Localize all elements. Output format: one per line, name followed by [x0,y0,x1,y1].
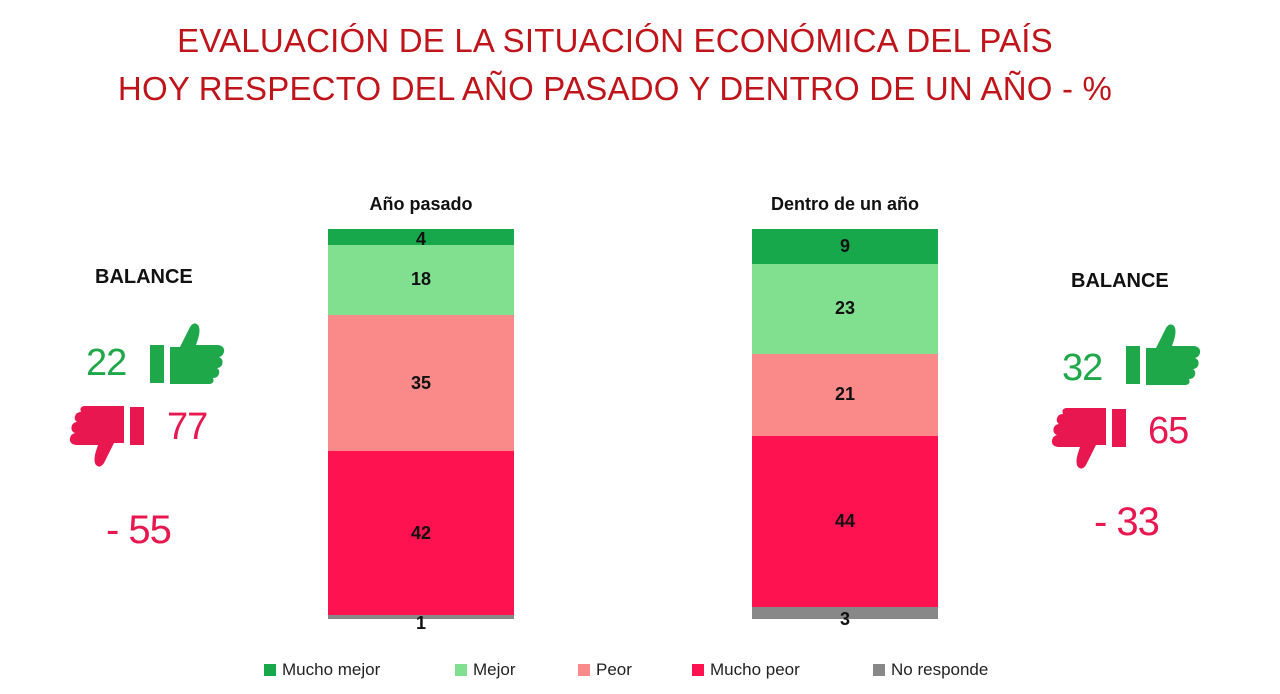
legend-item: Mucho mejor [264,660,380,680]
balance-title-left: BALANCE [95,266,193,288]
balance-positive-right: 32 [1062,347,1103,389]
category-label-dentro-de-un-ano: Dentro de un año [771,194,919,214]
thumbs-down-icon [68,405,144,476]
balance-net-left: - 55 [106,508,172,552]
legend-swatch [264,664,276,676]
legend-item: No responde [873,660,988,680]
legend-label: Mucho mejor [282,660,381,679]
legend-swatch [873,664,885,676]
legend-label: No responde [891,660,989,679]
bar-value-label: 18 [410,269,432,290]
bar-segment: 4 [328,229,514,249]
bar-segment: 23 [752,264,938,354]
legend-item: Peor [578,660,632,680]
bar-value-label: 21 [834,384,856,405]
balance-positive-left: 22 [86,342,127,384]
bar-value-label: 1 [415,612,426,633]
legend-swatch [692,664,704,676]
bar-value-label: 42 [410,522,432,543]
bar-segment: 3 [752,607,938,629]
balance-negative-left: 77 [167,406,208,448]
legend-label: Mejor [473,660,516,679]
bar-segment: 18 [328,244,514,315]
bar-segment: 9 [752,229,938,265]
bar-segment: 44 [752,435,938,608]
chart-title-line-2: HOY RESPECTO DEL AÑO PASADO Y DENTRO DE … [117,70,1113,107]
thumbs-up-icon [150,321,226,390]
legend-item: Mucho peor [692,660,800,680]
bar-value-label: 3 [839,608,850,629]
balance-net-right: - 33 [1094,500,1160,544]
bar-segment: 42 [328,451,514,616]
legend-label: Peor [596,660,632,679]
bar-segment: 35 [328,314,514,452]
category-label-ano-pasado: Año pasado [369,194,473,214]
bar-value-label: 23 [834,298,856,319]
bar-value-label: 35 [410,372,432,393]
thumbs-up-icon [1126,322,1202,391]
legend-label: Mucho peor [710,660,800,679]
balance-title-right: BALANCE [1071,270,1169,292]
bar-value-label: 44 [834,510,856,531]
bar-value-label: 4 [415,229,426,250]
bar-segment: 1 [328,613,514,633]
legend-swatch [578,664,590,676]
bar-value-label: 9 [839,236,850,257]
chart-title-line-1: EVALUACIÓN DE LA SITUACIÓN ECONÓMICA DEL… [177,22,1053,59]
thumbs-down-icon [1050,407,1126,478]
legend: Mucho mejor Mejor Peor Mucho peor No respond… [0,660,1280,684]
balance-negative-right: 65 [1148,410,1189,452]
legend-swatch [455,664,467,676]
legend-item: Mejor [455,660,516,680]
bar-segment: 21 [752,353,938,436]
